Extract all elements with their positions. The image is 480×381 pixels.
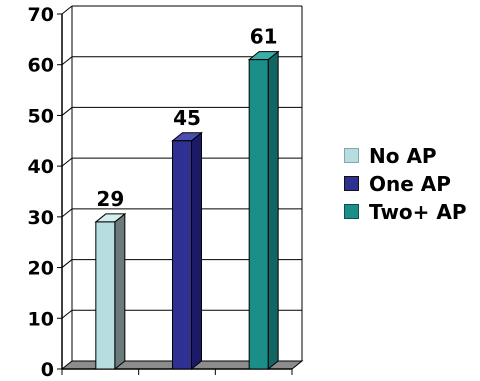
gridline-diag <box>61 5 73 15</box>
y-tick-label: 30 <box>28 207 54 229</box>
y-tick-labels: 0 10 20 30 40 50 60 70 <box>28 4 54 381</box>
y-tick-label: 10 <box>28 308 54 330</box>
gridline-diag <box>61 157 73 167</box>
y-tick-label: 50 <box>28 105 54 127</box>
legend-swatch-two-plus-ap <box>344 204 359 219</box>
bar-front <box>172 140 192 370</box>
y-tick-label: 60 <box>28 55 54 77</box>
gridline-diag <box>61 56 73 66</box>
bar-0 <box>94 212 127 371</box>
bar-side <box>267 50 279 371</box>
bar-side <box>114 212 126 371</box>
legend-label: No AP <box>369 144 437 168</box>
gridline-diag <box>61 208 73 218</box>
legend-label: Two+ AP <box>369 200 467 224</box>
data-labels: 29 45 61 <box>96 25 277 211</box>
gridline-diag <box>61 259 73 268</box>
legend-label: One AP <box>369 172 451 196</box>
bar-2 <box>247 50 280 371</box>
data-label: 29 <box>96 187 124 211</box>
legend-swatch-no-ap <box>344 148 359 163</box>
bars <box>94 50 280 371</box>
y-tick-label: 70 <box>28 4 54 26</box>
bar-front <box>95 221 116 370</box>
bar-1 <box>171 131 203 371</box>
bar-front <box>248 59 269 370</box>
y-tick-label: 0 <box>41 359 54 381</box>
gridline-diag <box>61 107 73 116</box>
y-tick-label: 20 <box>28 258 54 280</box>
data-label: 45 <box>173 106 201 130</box>
y-tick-label: 40 <box>28 156 54 178</box>
bar-side <box>191 131 202 371</box>
data-label: 61 <box>250 25 278 49</box>
legend-swatch-one-ap <box>344 176 359 191</box>
gridline-diag <box>61 309 73 319</box>
